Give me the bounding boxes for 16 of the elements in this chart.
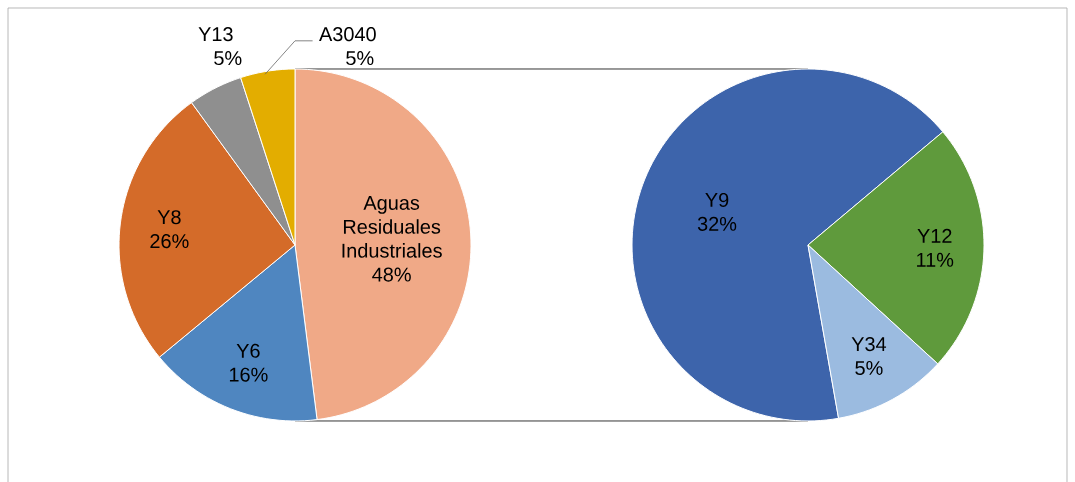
slice-label: Y6 <box>236 343 260 358</box>
data-label: 26% <box>150 234 189 249</box>
slice-label: Y13 <box>198 27 233 42</box>
data-label: 5% <box>346 51 374 66</box>
slice-label: A3040 <box>319 27 376 42</box>
slice-label: Y8 <box>157 210 181 225</box>
data-label: 16% <box>229 367 268 382</box>
slice-label: Aguas Residuales Industriales <box>342 196 442 258</box>
slice-label: Y34 <box>851 337 887 352</box>
slice-label: Y9 <box>705 192 729 207</box>
data-label: 5% <box>214 51 242 66</box>
data-label: 5% <box>855 361 883 376</box>
data-label: 32% <box>697 216 737 231</box>
slice-label: Y12 <box>917 228 952 243</box>
data-label: 11% <box>917 252 954 267</box>
data-label: 48% <box>372 267 411 282</box>
